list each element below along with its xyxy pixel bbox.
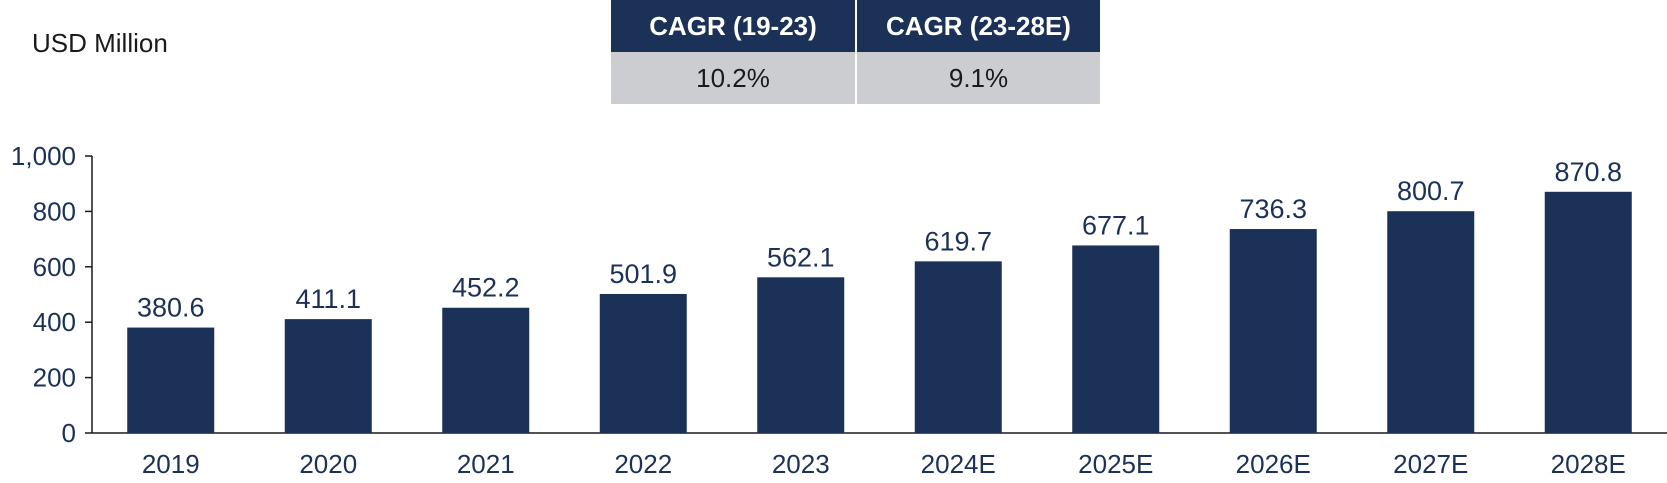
bar-2027e	[1387, 211, 1475, 433]
y-tick-label: 0	[62, 418, 76, 448]
x-label-2020: 2020	[299, 449, 357, 479]
data-label-2022: 501.9	[609, 259, 677, 289]
x-label-2023: 2023	[772, 449, 830, 479]
y-tick-label: 600	[33, 252, 76, 282]
x-label-2026e: 2026E	[1236, 449, 1311, 479]
bar-2021	[442, 307, 530, 433]
data-label-2021: 452.2	[452, 273, 520, 303]
data-label-2026e: 736.3	[1239, 194, 1307, 224]
bar-2019	[127, 327, 215, 433]
x-label-2028e: 2028E	[1551, 449, 1626, 479]
cagr-header-19-23: CAGR (19-23)	[611, 0, 857, 52]
data-label-2023: 562.1	[767, 242, 835, 272]
data-label-2028e: 870.8	[1554, 157, 1622, 187]
cagr-value-23-28e: 9.1%	[856, 52, 1100, 104]
data-label-2019: 380.6	[137, 293, 205, 323]
data-label-2027e: 800.7	[1397, 176, 1465, 206]
x-label-2025e: 2025E	[1078, 449, 1153, 479]
bar-2024e	[914, 261, 1002, 433]
cagr-header-row: CAGR (19-23) CAGR (23-28E)	[611, 0, 1100, 52]
data-label-2020: 411.1	[295, 284, 361, 314]
y-tick-label: 1,000	[11, 141, 76, 171]
data-labels: 380.6 411.1 452.2 501.9 562.1 619.7 677.1 736.3…	[137, 157, 1622, 323]
x-label-2027e: 2027E	[1393, 449, 1468, 479]
cagr-value-row: 10.2% 9.1%	[611, 52, 1100, 104]
bar-2020	[284, 319, 372, 433]
bars	[127, 191, 1632, 433]
bar-2028e	[1544, 191, 1632, 433]
cagr-header-23-28e: CAGR (23-28E)	[856, 0, 1100, 52]
cagr-value-19-23: 10.2%	[611, 52, 857, 104]
x-label-2021: 2021	[457, 449, 515, 479]
bar-2022	[599, 293, 687, 433]
bar-2023	[757, 277, 845, 433]
x-axis-labels: 2019 2020 2021 2022 2023 2024E 2025E 2026E 2027E…	[142, 449, 1626, 479]
y-axis-ticks: 0 200 400 600 800 1,000	[11, 141, 92, 448]
data-label-2025e: 677.1	[1082, 210, 1150, 240]
cagr-table: CAGR (19-23) CAGR (23-28E) 10.2% 9.1%	[611, 0, 1100, 104]
y-tick-label: 800	[33, 196, 76, 226]
bar-2025e	[1072, 245, 1160, 433]
y-tick-label: 200	[33, 363, 76, 393]
x-label-2022: 2022	[614, 449, 672, 479]
x-label-2024e: 2024E	[921, 449, 996, 479]
unit-label: USD Million	[32, 28, 168, 58]
y-tick-label: 400	[33, 307, 76, 337]
bar-2026e	[1229, 229, 1317, 433]
x-label-2019: 2019	[142, 449, 200, 479]
data-label-2024e: 619.7	[924, 226, 992, 256]
